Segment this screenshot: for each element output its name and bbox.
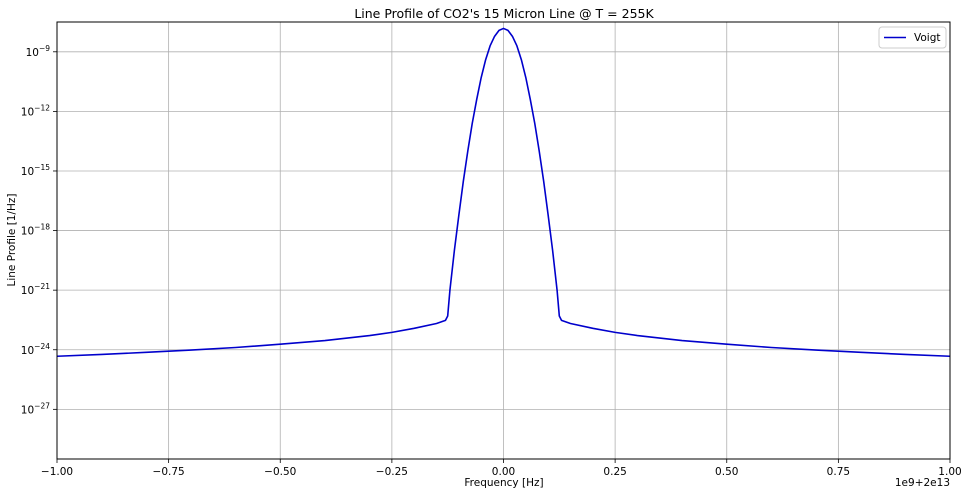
y-tick-label: 10−18 — [21, 223, 50, 238]
x-tick-label: 0.75 — [827, 466, 850, 478]
legend-box — [878, 26, 947, 49]
y-axis-label: Line Profile [1/Hz] — [6, 193, 18, 286]
grid — [56, 22, 951, 459]
y-tick-label: 10−21 — [21, 282, 50, 297]
x-tick-label: 0.25 — [603, 466, 626, 478]
y-tick-label: 10−27 — [21, 401, 50, 416]
x-tick-label: −0.25 — [376, 466, 408, 478]
x-tick-label: −0.75 — [153, 466, 185, 478]
x-tick-label: 0.50 — [715, 466, 738, 478]
y-axis-ticks: 10−9 10−12 10−15 10−18 10−21 10−24 10−27 — [21, 44, 57, 416]
chart-title: Line Profile of CO2's 15 Micron Line @ T… — [354, 6, 654, 21]
y-tick-label: 10−9 — [26, 44, 51, 59]
legend-label: Voigt — [914, 32, 941, 44]
y-tick-label: 10−15 — [21, 163, 50, 178]
x-axis-ticks: −1.00 −0.75 −0.50 −0.25 0.00 0.25 0.50 0.75 1.00 — [41, 459, 962, 478]
series-layer — [56, 27, 951, 358]
x-axis-label: Frequency [Hz] — [464, 477, 543, 489]
legend: Voigt — [878, 26, 947, 49]
y-tick-label: 10−24 — [21, 342, 50, 357]
x-tick-label: 1.00 — [938, 466, 961, 478]
series-line-voigt — [56, 27, 951, 358]
x-axis-offset-label: 1e9+2e13 — [895, 477, 950, 489]
x-tick-label: −1.00 — [41, 466, 73, 478]
x-tick-label: −0.50 — [264, 466, 296, 478]
x-tick-label: 0.00 — [492, 466, 515, 478]
y-tick-label: 10−12 — [21, 103, 50, 118]
